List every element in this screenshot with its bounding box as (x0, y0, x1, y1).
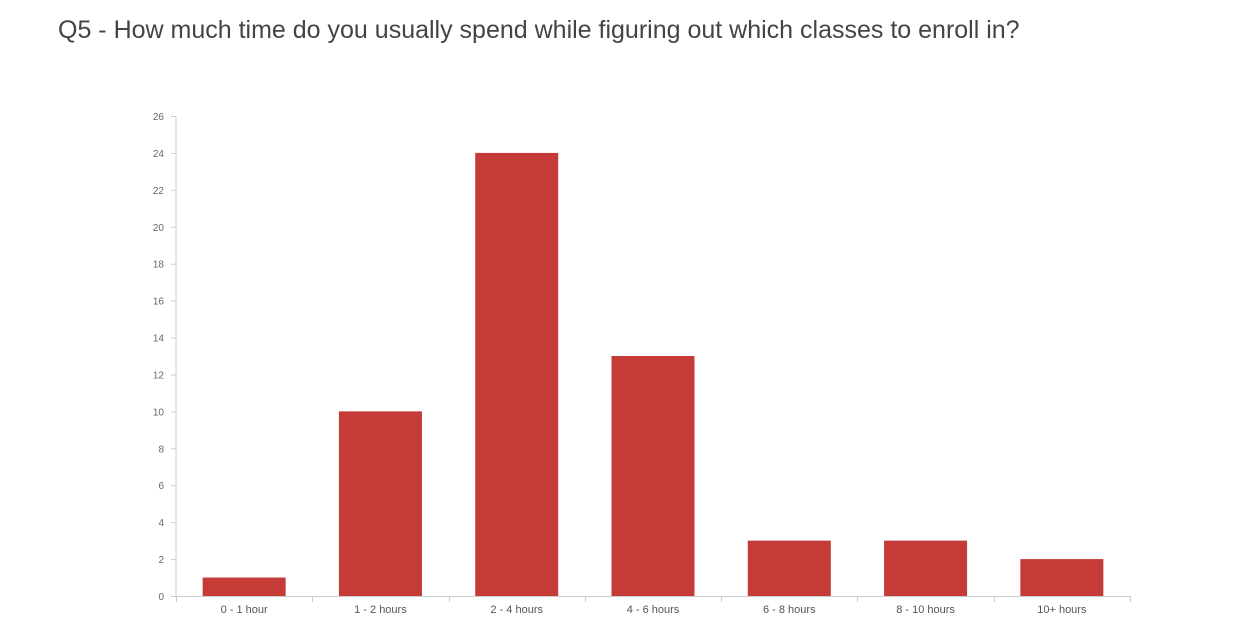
y-tick-label: 12 (153, 370, 165, 381)
bars (202, 152, 1104, 596)
bar (747, 540, 831, 596)
bar (202, 577, 286, 596)
bar (475, 152, 559, 596)
y-tick-label: 26 (153, 112, 165, 123)
x-tick-label: 6 - 8 hours (763, 604, 816, 616)
y-tick-label: 6 (158, 481, 164, 492)
x-axis: 0 - 1 hour 1 - 2 hours 2 - 4 hours 4 - 6 ho… (176, 596, 1131, 616)
bar (338, 411, 422, 596)
y-tick-label: 10 (153, 407, 165, 418)
y-tick-label: 24 (153, 149, 165, 160)
x-tick-label: 0 - 1 hour (221, 604, 268, 616)
x-tick-label: 4 - 6 hours (627, 604, 680, 616)
y-tick-label: 20 (153, 223, 165, 234)
x-tick-label: 8 - 10 hours (896, 604, 955, 616)
x-tick-label: 2 - 4 hours (490, 604, 543, 616)
bar (1020, 559, 1104, 596)
y-tick-label: 0 (158, 592, 164, 603)
x-tick-label: 10+ hours (1037, 604, 1087, 616)
x-tick-label: 1 - 2 hours (354, 604, 407, 616)
chart-title: Q5 - How much time do you usually spend … (58, 16, 1020, 44)
bar (611, 356, 695, 596)
y-tick-label: 2 (158, 555, 164, 566)
y-tick-label: 8 (158, 444, 164, 455)
y-tick-label: 4 (158, 518, 164, 529)
y-tick-label: 16 (153, 297, 165, 308)
y-tick-label: 18 (153, 260, 165, 271)
bar (884, 540, 968, 596)
y-tick-label: 14 (153, 334, 165, 345)
y-tick-label: 22 (153, 186, 165, 197)
